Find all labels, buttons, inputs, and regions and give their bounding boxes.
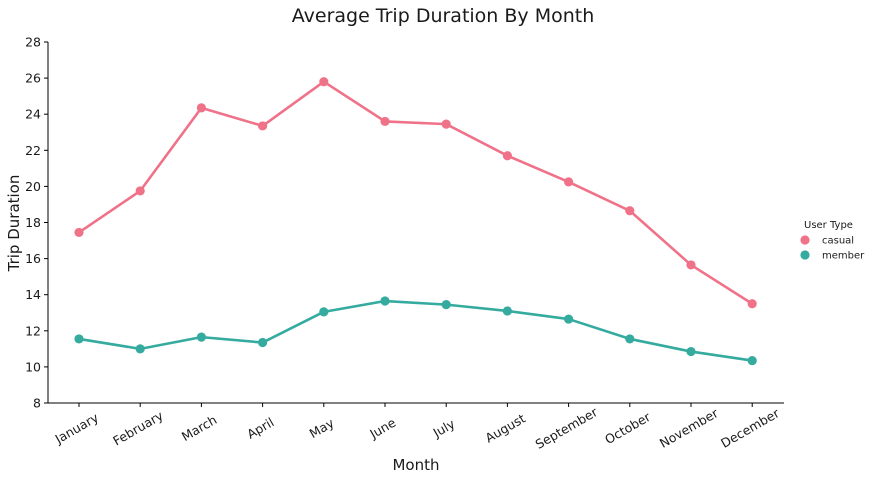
series-line-casual xyxy=(77,80,754,306)
data-point-member xyxy=(441,300,451,310)
data-point-member xyxy=(380,296,390,306)
x-tick-label: June xyxy=(366,415,398,442)
y-tick-label: 24 xyxy=(25,107,41,122)
data-point-casual xyxy=(319,77,329,87)
data-point-member xyxy=(502,306,512,316)
data-point-member xyxy=(564,314,574,324)
data-point-member xyxy=(686,346,696,357)
y-tick-label: 8 xyxy=(33,396,41,411)
x-tick-label: October xyxy=(602,409,654,447)
legend: User Type casual member xyxy=(800,220,865,262)
data-point-member xyxy=(135,344,145,354)
x-tick-label: February xyxy=(110,407,166,448)
series-layer xyxy=(74,77,757,366)
y-tick-label: 16 xyxy=(25,251,41,266)
x-tick-label: July xyxy=(430,416,458,441)
series-casual xyxy=(74,77,757,309)
data-point-casual xyxy=(747,299,757,309)
y-tick-label: 12 xyxy=(25,323,41,338)
data-point-casual xyxy=(441,119,451,129)
y-tick-label: 22 xyxy=(25,143,41,158)
data-point-member xyxy=(625,334,635,344)
y-tick-label: 26 xyxy=(25,71,41,86)
x-tick-label: November xyxy=(657,405,722,451)
data-point-casual xyxy=(258,121,268,131)
data-point-member xyxy=(319,307,329,317)
y-tick-label: 18 xyxy=(25,215,41,230)
legend-marker-member xyxy=(800,250,810,260)
data-point-casual xyxy=(380,116,390,127)
x-tick-label: March xyxy=(179,412,220,444)
chart-title: Average Trip Duration By Month xyxy=(292,5,595,27)
legend-title: User Type xyxy=(804,220,853,231)
data-point-casual xyxy=(564,177,574,187)
data-point-member xyxy=(196,332,206,342)
x-tick-label: January xyxy=(52,409,102,446)
data-point-casual xyxy=(625,206,635,216)
legend-label-member: member xyxy=(822,251,865,262)
x-tick-label: September xyxy=(533,404,601,452)
x-tick-label: May xyxy=(307,415,337,441)
data-point-member xyxy=(258,337,268,348)
y-tick-label: 10 xyxy=(25,359,41,374)
plot-axes: 8 10 12 14 16 18 20 22 24 26 28 January February Marc… xyxy=(25,35,784,452)
y-axis-label: Trip Duration xyxy=(5,175,23,273)
series-line-member xyxy=(77,299,754,362)
data-point-member xyxy=(747,355,757,366)
data-point-member xyxy=(74,334,84,344)
y-tick-label: 14 xyxy=(25,287,41,302)
data-point-casual xyxy=(135,186,145,196)
data-point-casual xyxy=(502,151,512,161)
y-tick-label: 20 xyxy=(25,179,41,194)
x-tick-label: August xyxy=(482,411,527,446)
legend-marker-casual xyxy=(800,235,810,245)
x-tick-label: December xyxy=(718,405,782,451)
y-tick-label: 28 xyxy=(25,35,41,50)
data-point-casual xyxy=(74,227,84,238)
data-point-casual xyxy=(686,260,696,270)
x-tick-label: April xyxy=(244,414,276,441)
series-member xyxy=(74,296,757,366)
legend-label-casual: casual xyxy=(822,236,854,247)
x-axis-label: Month xyxy=(392,456,439,474)
data-point-casual xyxy=(196,103,206,113)
